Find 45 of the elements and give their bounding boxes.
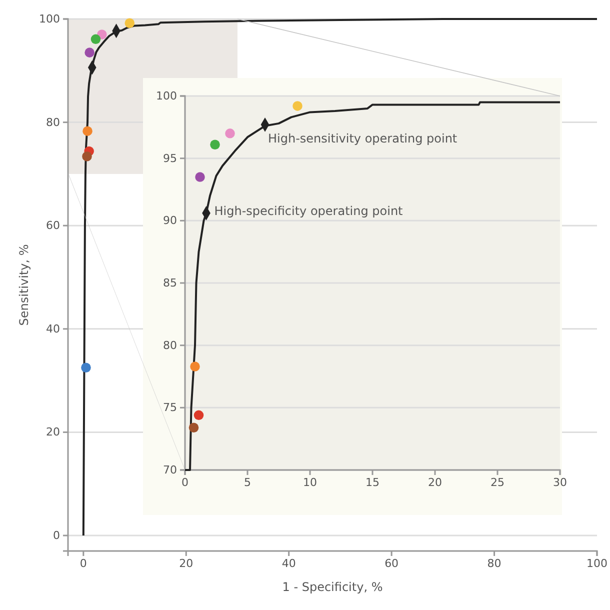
y-tick-label: 95 [163, 152, 177, 165]
point [124, 18, 135, 28]
annotation: High-specificity operating point [214, 204, 404, 218]
x-tick-label: 5 [244, 476, 251, 489]
y-tick-label: 70 [163, 464, 177, 477]
y-tick-label: 0 [53, 529, 60, 542]
y-tick-label: 60 [46, 219, 60, 232]
x-axis-title: 1 - Specificity, % [282, 580, 383, 594]
point [210, 140, 220, 150]
y-tick-label: 85 [163, 276, 177, 290]
x-tick-label: 0 [182, 476, 188, 489]
y-tick-label: 80 [163, 338, 177, 352]
point [190, 362, 200, 372]
point [82, 152, 92, 162]
point [82, 126, 92, 136]
y-tick-label: 90 [163, 214, 177, 228]
point [188, 422, 199, 432]
point [84, 48, 94, 58]
point [225, 128, 235, 138]
y-tick-label: 75 [163, 401, 177, 414]
line-series [82, 18, 598, 537]
x-tick-label: 15 [366, 476, 380, 489]
y-tick-label: 80 [46, 116, 60, 129]
x-tick-label: 60 [384, 556, 399, 570]
y-tick-label: 100 [39, 12, 60, 26]
x-tick-label: 0 [80, 556, 87, 570]
annotation: High-sensitivity operating point [268, 132, 458, 146]
point [194, 410, 204, 420]
x-tick-label: 40 [282, 556, 296, 570]
y-tick-label: 40 [46, 322, 60, 336]
point [292, 101, 302, 111]
x-tick-label: 10 [303, 476, 317, 489]
y-tick-label: 20 [46, 426, 60, 439]
y-tick-label: 100 [156, 90, 177, 103]
x-tick-label: 30 [553, 476, 567, 489]
point [195, 172, 205, 182]
x-tick-label: 100 [586, 556, 608, 570]
point [81, 362, 91, 373]
x-tick-label: 20 [179, 556, 194, 570]
x-tick-label: 80 [487, 556, 502, 570]
point [90, 34, 101, 44]
y-axis-title: Sensitivity, % [17, 244, 31, 326]
x-tick-label: 20 [428, 476, 442, 489]
line-series [184, 101, 561, 471]
x-tick-label: 25 [490, 476, 504, 489]
